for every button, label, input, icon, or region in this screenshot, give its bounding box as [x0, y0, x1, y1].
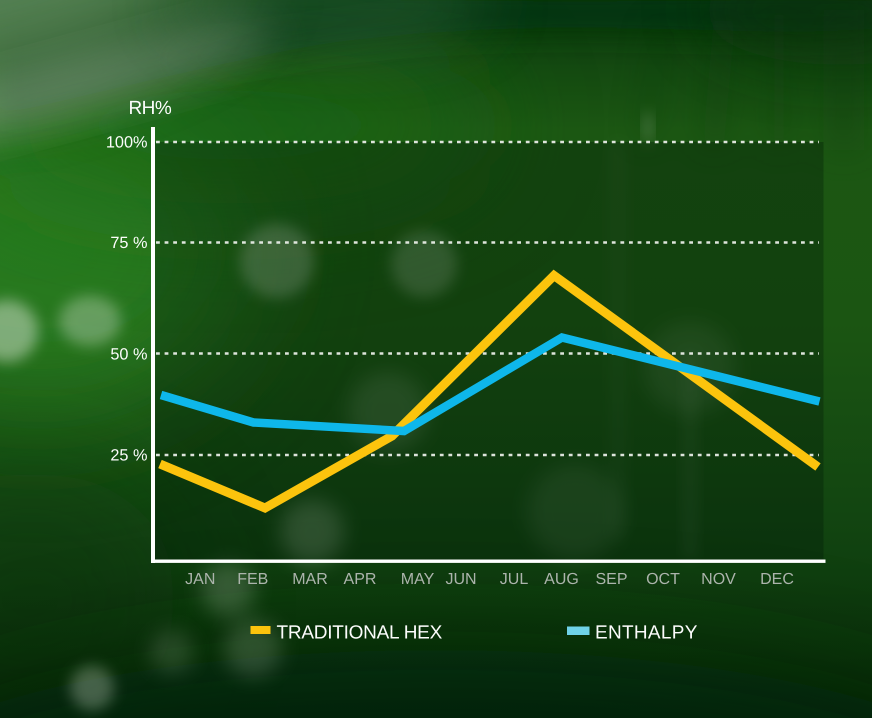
svg-text:OCT: OCT [646, 571, 680, 588]
svg-text:50 %: 50 % [110, 346, 147, 364]
svg-text:DEC: DEC [760, 571, 794, 588]
svg-text:SEP: SEP [595, 571, 627, 588]
svg-text:100%: 100% [106, 134, 148, 152]
svg-text:AUG: AUG [544, 571, 579, 588]
svg-text:JUN: JUN [445, 571, 476, 588]
svg-text:JUL: JUL [500, 571, 529, 588]
svg-text:75 %: 75 % [110, 234, 147, 252]
svg-text:APR: APR [344, 571, 377, 588]
svg-text:ENTHALPY: ENTHALPY [595, 623, 698, 644]
svg-text:25 %: 25 % [110, 447, 147, 465]
svg-text:MAR: MAR [292, 571, 328, 588]
svg-text:FEB: FEB [237, 571, 268, 588]
svg-text:TRADITIONAL HEX: TRADITIONAL HEX [277, 623, 443, 644]
svg-text:NOV: NOV [701, 571, 736, 588]
svg-text:RH%: RH% [129, 98, 172, 119]
svg-text:JAN: JAN [185, 571, 215, 588]
svg-text:MAY: MAY [401, 571, 435, 588]
